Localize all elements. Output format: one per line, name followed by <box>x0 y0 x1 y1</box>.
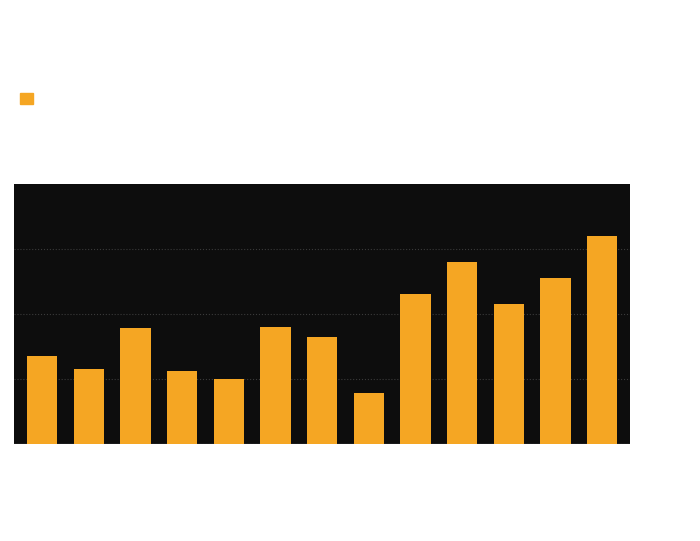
Text: Bloomberg: Bloomberg <box>593 487 686 502</box>
Text: US Companies Buying Back Stock at Record Pace: US Companies Buying Back Stock at Record… <box>14 16 510 34</box>
Legend: Buyback announcements year-to-date: Buyback announcements year-to-date <box>20 93 283 106</box>
Bar <box>447 262 477 444</box>
Bar <box>260 327 290 444</box>
Bar <box>27 356 57 444</box>
Text: Source: Birinyi Associates: Source: Birinyi Associates <box>14 457 158 467</box>
Bar <box>167 371 197 444</box>
Bar <box>214 379 244 444</box>
Bar <box>120 328 150 444</box>
Text: Repurchase announcements through May 2 at highest level ever: Repurchase announcements through May 2 a… <box>14 54 420 67</box>
Bar <box>74 369 104 444</box>
Text: Note: Data through May 2 of each year: Note: Data through May 2 of each year <box>14 479 232 489</box>
Bar <box>400 294 430 444</box>
Bar <box>354 393 384 444</box>
Text: $800B: $800B <box>596 157 637 170</box>
Bar <box>587 236 617 444</box>
Bar <box>494 304 524 444</box>
Bar <box>307 337 337 444</box>
Bar <box>540 278 570 444</box>
